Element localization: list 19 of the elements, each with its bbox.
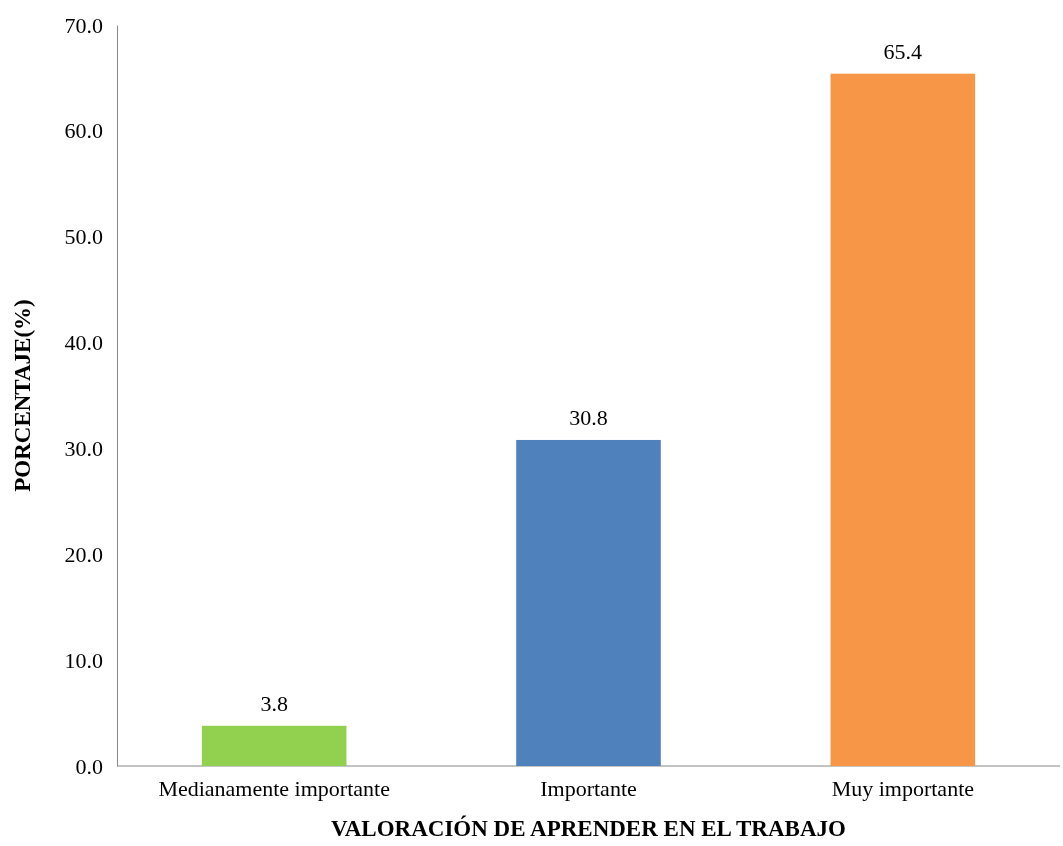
x-axis-title: VALORACIÓN DE APRENDER EN EL TRABAJO bbox=[331, 815, 846, 841]
y-axis-title: PORCENTAJE(%) bbox=[10, 299, 35, 492]
y-tick-label: 0.0 bbox=[75, 753, 103, 779]
x-tick-label: Medianamente importante bbox=[158, 775, 390, 801]
y-tick-label: 50.0 bbox=[64, 224, 103, 250]
x-tick-label: Importante bbox=[540, 775, 637, 801]
y-tick-label: 60.0 bbox=[64, 118, 103, 144]
y-tick-label: 30.0 bbox=[64, 435, 103, 461]
y-tick-label: 10.0 bbox=[64, 647, 103, 673]
bar bbox=[201, 725, 347, 766]
x-tick-label: Muy importante bbox=[831, 775, 975, 801]
y-tick-label: 70.0 bbox=[64, 12, 103, 38]
data-label: 3.8 bbox=[260, 690, 288, 716]
data-label: 30.8 bbox=[569, 404, 608, 430]
y-tick-label: 20.0 bbox=[64, 541, 103, 567]
y-tick-label: 40.0 bbox=[64, 330, 103, 356]
data-label: 65.4 bbox=[883, 38, 923, 64]
bar bbox=[516, 439, 661, 766]
bar bbox=[830, 73, 976, 766]
